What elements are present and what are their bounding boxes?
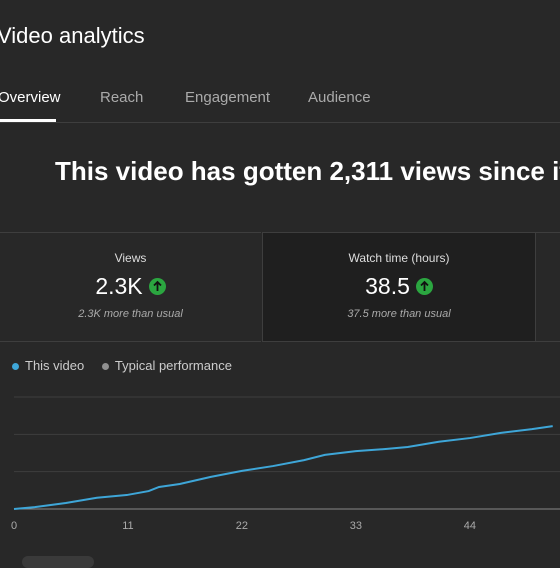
- button[interactable]: [22, 556, 94, 568]
- metric-card[interactable]: [535, 232, 560, 342]
- metric-value: 2.3K: [95, 273, 143, 299]
- headline: This video has gotten 2,311 views since …: [55, 156, 560, 186]
- metric-label: Views: [114, 251, 147, 265]
- tab-underline: [0, 119, 56, 122]
- x-tick-label: 22: [236, 520, 248, 532]
- metric-card[interactable]: Views 2.3K 2.3K more than usual: [0, 232, 261, 342]
- metric-value-row: 2.3K: [0, 273, 261, 300]
- x-tick-label: 44: [464, 520, 476, 532]
- metric-note: 2.3K more than usual: [78, 308, 183, 320]
- x-tick-label: 33: [350, 520, 362, 532]
- data-line: [13, 425, 553, 510]
- up-icon: [148, 278, 166, 295]
- up-icon: [415, 278, 433, 295]
- x-tick-label: 0: [11, 520, 17, 532]
- metric-value: 38.5: [365, 273, 410, 299]
- metric-label: Watch time (hours): [348, 251, 450, 265]
- legend-dot: [101, 363, 109, 370]
- divider: [0, 122, 560, 123]
- metric-card[interactable]: Watch time (hours) 38.5 37.5 more than u…: [262, 232, 536, 342]
- legend-label: Typical performance: [114, 358, 232, 373]
- page-title: Video analytics: [0, 23, 145, 48]
- tab[interactable]: Reach: [100, 89, 144, 106]
- metric-value-row: 38.5: [263, 273, 535, 300]
- legend-dot: [12, 363, 19, 370]
- legend: This video Typical performance: [12, 358, 232, 373]
- legend-label: This video: [25, 358, 85, 373]
- x-tick-label: 11: [122, 520, 133, 532]
- tab[interactable]: Engagement: [185, 89, 271, 106]
- tab[interactable]: Audience: [308, 89, 371, 106]
- metric-note: 37.5 more than usual: [347, 308, 451, 320]
- chart: 0 11 22 33 44: [11, 396, 560, 532]
- tab[interactable]: Overview: [0, 89, 61, 106]
